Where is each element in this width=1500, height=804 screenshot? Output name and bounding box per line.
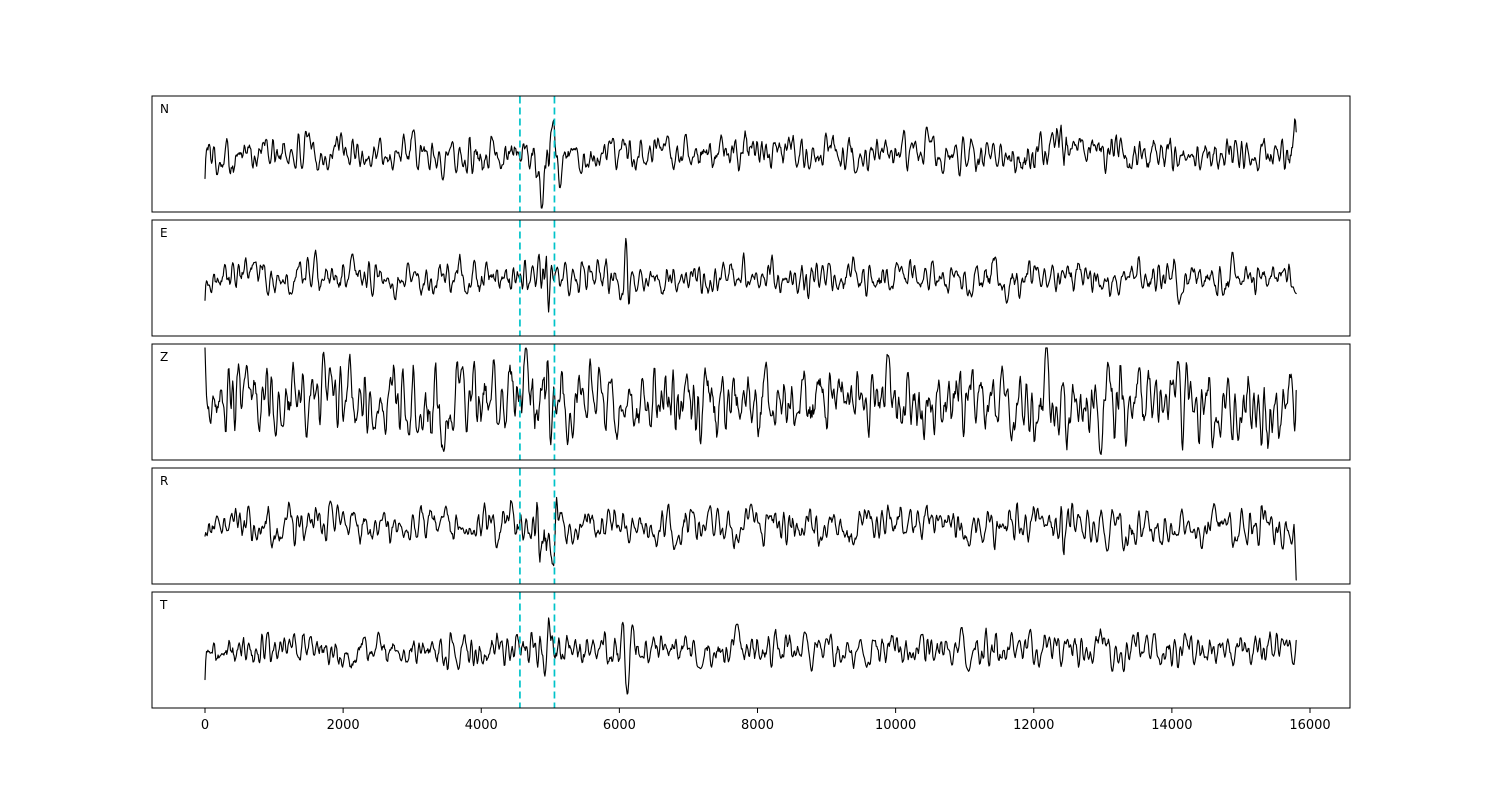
panel-border-T: [151, 591, 1351, 709]
x-tick-label: 0: [201, 718, 209, 733]
panel-border-R: [151, 467, 1351, 585]
panel-border-N: [151, 95, 1351, 213]
waveform-trace-E: [204, 237, 1297, 313]
waveform-trace-Z: [204, 347, 1297, 455]
channel-label-R: R: [160, 474, 168, 488]
x-tick-label: 6000: [603, 718, 636, 733]
waveform-trace-N: [204, 118, 1297, 209]
panel-border-Z: [151, 343, 1351, 461]
waveform-trace-R: [204, 496, 1297, 581]
x-tick-label: 8000: [741, 718, 774, 733]
waveform-trace-T: [204, 617, 1297, 695]
channel-label-N: N: [160, 102, 169, 116]
x-tick-label: 2000: [327, 718, 360, 733]
channel-label-T: T: [159, 598, 168, 612]
x-tick-label: 12000: [1013, 718, 1054, 733]
channel-label-E: E: [160, 226, 168, 240]
x-tick-label: 4000: [465, 718, 498, 733]
channel-label-Z: Z: [160, 350, 168, 364]
x-tick-label: 10000: [875, 718, 916, 733]
x-tick-label: 14000: [1151, 718, 1192, 733]
x-tick-label: 16000: [1289, 718, 1330, 733]
